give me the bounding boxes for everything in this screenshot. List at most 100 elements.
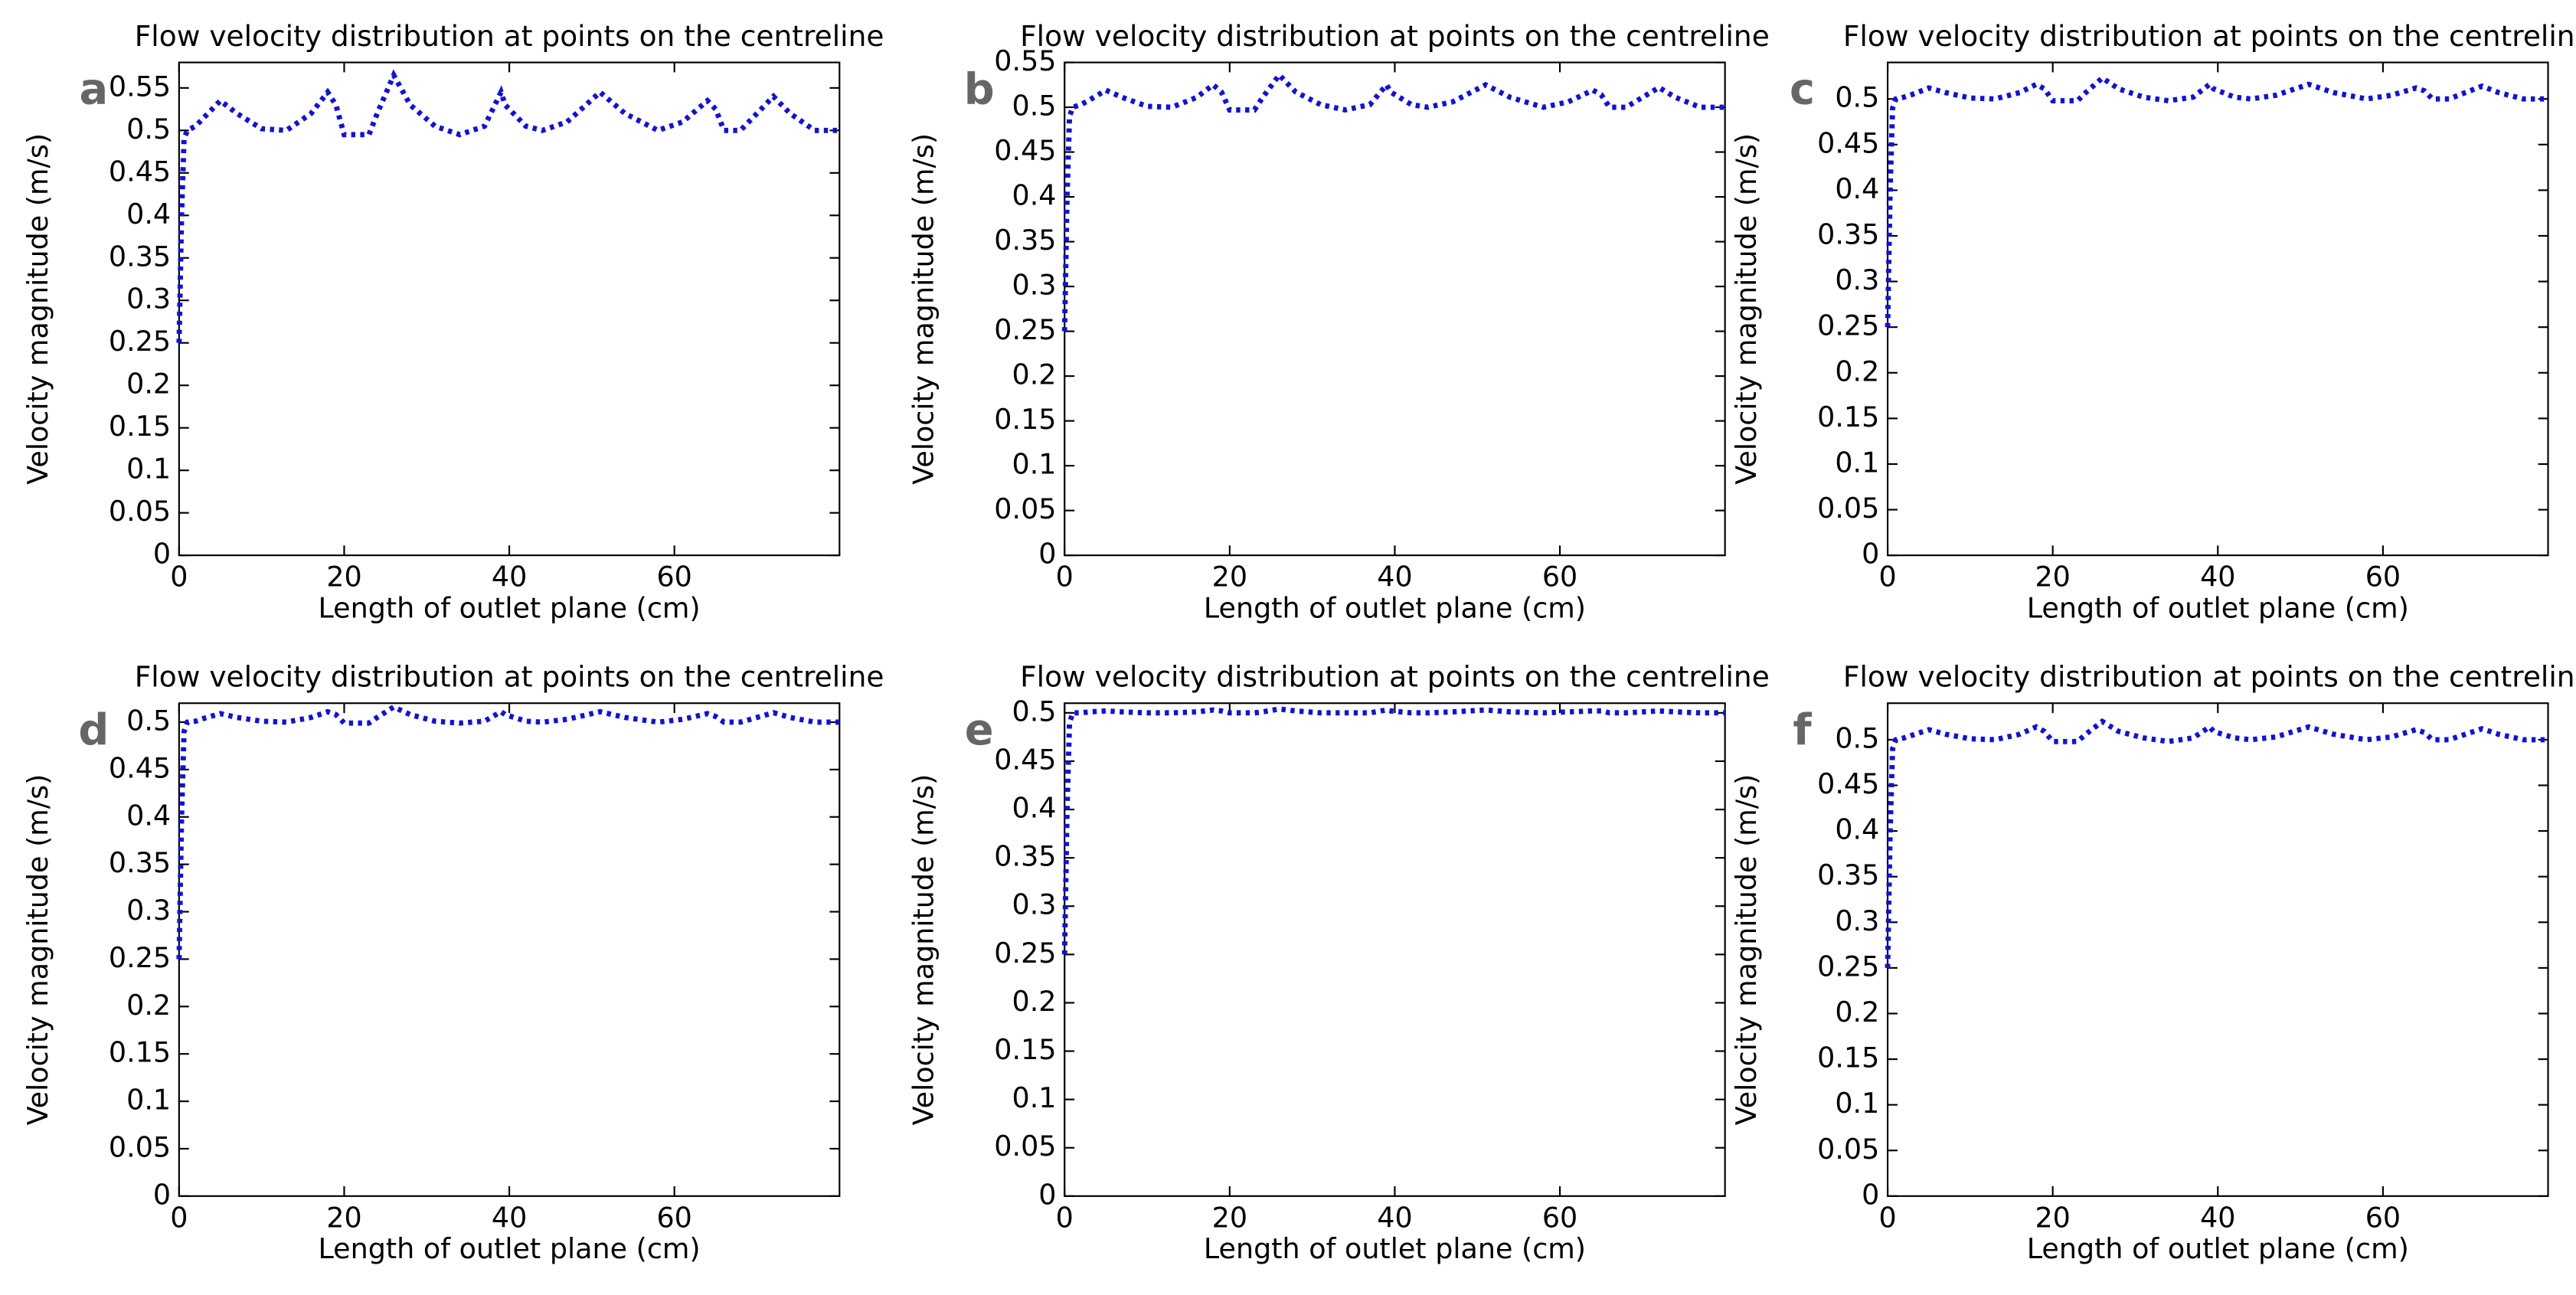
y-tick-label: 0.35 xyxy=(109,846,171,879)
data-line xyxy=(1061,70,1725,332)
y-tick-label: 0.25 xyxy=(109,325,171,358)
y-tick-label: 0.05 xyxy=(1817,1133,1879,1166)
y-tick-label: 0.1 xyxy=(1012,1081,1056,1114)
y-tick-label: 0.15 xyxy=(994,1033,1056,1066)
chart-title: Flow velocity distribution at points on … xyxy=(1020,660,1770,694)
x-tick-label: 40 xyxy=(492,1201,527,1234)
plot-frame xyxy=(178,61,841,557)
x-tick-label: 0 xyxy=(1056,561,1074,594)
y-tick-label: 0.45 xyxy=(109,155,171,188)
y-axis-label: Velocity magnitude (m/s) xyxy=(1730,133,1763,485)
x-tick-label: 40 xyxy=(2200,1201,2235,1234)
y-tick-label: 0.1 xyxy=(126,1084,171,1117)
y-tick-label: 0.25 xyxy=(1817,950,1879,983)
y-tick-label: 0.2 xyxy=(1835,996,1879,1028)
plot-frame xyxy=(1886,61,2549,557)
y-tick-label: 0.45 xyxy=(1817,126,1879,159)
y-tick-label: 0 xyxy=(153,538,171,571)
x-tick-label: 20 xyxy=(1212,1201,1247,1234)
y-tick-label: 0.45 xyxy=(109,751,171,784)
y-tick-label: 0 xyxy=(1862,538,1879,571)
y-tick-label: 0.2 xyxy=(126,989,171,1022)
y-tick-label: 0.5 xyxy=(126,113,171,146)
y-tick-label: 0.1 xyxy=(1012,448,1056,481)
y-tick-label: 0.4 xyxy=(126,198,171,231)
y-tick-label: 0.25 xyxy=(994,313,1056,346)
plot-frame xyxy=(1064,702,1726,1197)
y-tick-label: 0.4 xyxy=(126,799,171,832)
x-tick-label: 40 xyxy=(1377,561,1412,594)
y-axis-label: Velocity magnitude (m/s) xyxy=(907,774,940,1126)
y-tick-label: 0.15 xyxy=(109,410,171,443)
x-axis-label: Length of outlet plane (cm) xyxy=(1204,591,1586,624)
y-tick-label: 0.3 xyxy=(1835,263,1879,296)
x-axis-label: Length of outlet plane (cm) xyxy=(319,1232,701,1265)
y-tick-label: 0.05 xyxy=(1817,492,1879,525)
y-tick-label: 0.55 xyxy=(994,44,1056,77)
chart-title: Flow velocity distribution at points on … xyxy=(1020,19,1770,53)
y-tick-label: 0.2 xyxy=(1012,358,1056,391)
x-axis-label: Length of outlet plane (cm) xyxy=(319,591,701,624)
y-axis-label: Velocity magnitude (m/s) xyxy=(907,133,940,485)
y-tick-label: 0.25 xyxy=(109,941,171,974)
y-tick-label: 0.35 xyxy=(994,224,1056,257)
data-line xyxy=(1885,718,2548,968)
y-tick-label: 0.15 xyxy=(109,1036,171,1069)
x-tick-label: 60 xyxy=(2365,1201,2401,1234)
x-tick-label: 0 xyxy=(170,1201,188,1234)
y-tick-label: 0.55 xyxy=(109,70,171,103)
chart-title: Flow velocity distribution at points on … xyxy=(1843,660,2576,694)
x-tick-label: 40 xyxy=(492,561,527,594)
panel-label: a xyxy=(79,64,108,114)
chart-title: Flow velocity distribution at points on … xyxy=(135,19,884,53)
x-tick-label: 0 xyxy=(170,561,188,594)
panel-label: d xyxy=(78,705,109,755)
y-tick-label: 0.35 xyxy=(1817,217,1879,250)
y-tick-label: 0.5 xyxy=(126,704,171,737)
data-line xyxy=(1061,706,1725,955)
y-tick-label: 0.1 xyxy=(126,453,171,486)
x-tick-label: 20 xyxy=(2035,561,2070,594)
y-axis-label: Velocity magnitude (m/s) xyxy=(21,774,54,1126)
x-tick-label: 20 xyxy=(2035,1201,2070,1234)
y-tick-label: 0.15 xyxy=(1817,1042,1879,1074)
y-tick-label: 0.3 xyxy=(126,894,171,927)
y-tick-label: 0.4 xyxy=(1012,792,1056,825)
y-tick-label: 0.1 xyxy=(1835,446,1879,479)
y-tick-label: 0.35 xyxy=(109,240,171,273)
y-tick-label: 0.3 xyxy=(126,283,171,316)
y-tick-label: 0.45 xyxy=(994,743,1056,776)
plot-frame xyxy=(178,702,841,1197)
y-tick-label: 0.05 xyxy=(994,492,1056,525)
panel-label: b xyxy=(964,64,995,114)
data-line xyxy=(1885,74,2548,328)
y-tick-label: 0.05 xyxy=(994,1130,1056,1163)
x-tick-label: 0 xyxy=(1878,1201,1896,1234)
y-tick-label: 0 xyxy=(153,1178,171,1211)
y-axis-label: Velocity magnitude (m/s) xyxy=(21,133,54,485)
chart-title: Flow velocity distribution at points on … xyxy=(135,660,884,694)
plot-frame xyxy=(1886,702,2549,1197)
x-tick-label: 20 xyxy=(326,561,361,594)
y-tick-label: 0.4 xyxy=(1835,813,1879,846)
y-tick-label: 0.35 xyxy=(1817,858,1879,891)
x-axis-label: Length of outlet plane (cm) xyxy=(2027,591,2409,624)
y-tick-label: 0.2 xyxy=(126,368,171,401)
x-tick-label: 60 xyxy=(1542,1201,1577,1234)
panel-label: c xyxy=(1790,64,1815,114)
y-tick-label: 0 xyxy=(1038,1178,1056,1211)
plot-frame xyxy=(1064,61,1726,557)
y-tick-label: 0.4 xyxy=(1835,172,1879,205)
y-tick-label: 0.3 xyxy=(1012,269,1056,302)
y-tick-label: 0.3 xyxy=(1012,888,1056,921)
x-axis-label: Length of outlet plane (cm) xyxy=(2027,1232,2409,1265)
y-tick-label: 0.45 xyxy=(1817,767,1879,800)
x-tick-label: 0 xyxy=(1878,561,1896,594)
chart-title: Flow velocity distribution at points on … xyxy=(1843,19,2576,53)
y-tick-label: 0.05 xyxy=(109,1130,171,1163)
y-tick-label: 0.5 xyxy=(1835,81,1879,114)
x-tick-label: 20 xyxy=(326,1201,361,1234)
data-line xyxy=(176,704,840,960)
y-tick-label: 0.5 xyxy=(1835,721,1879,754)
